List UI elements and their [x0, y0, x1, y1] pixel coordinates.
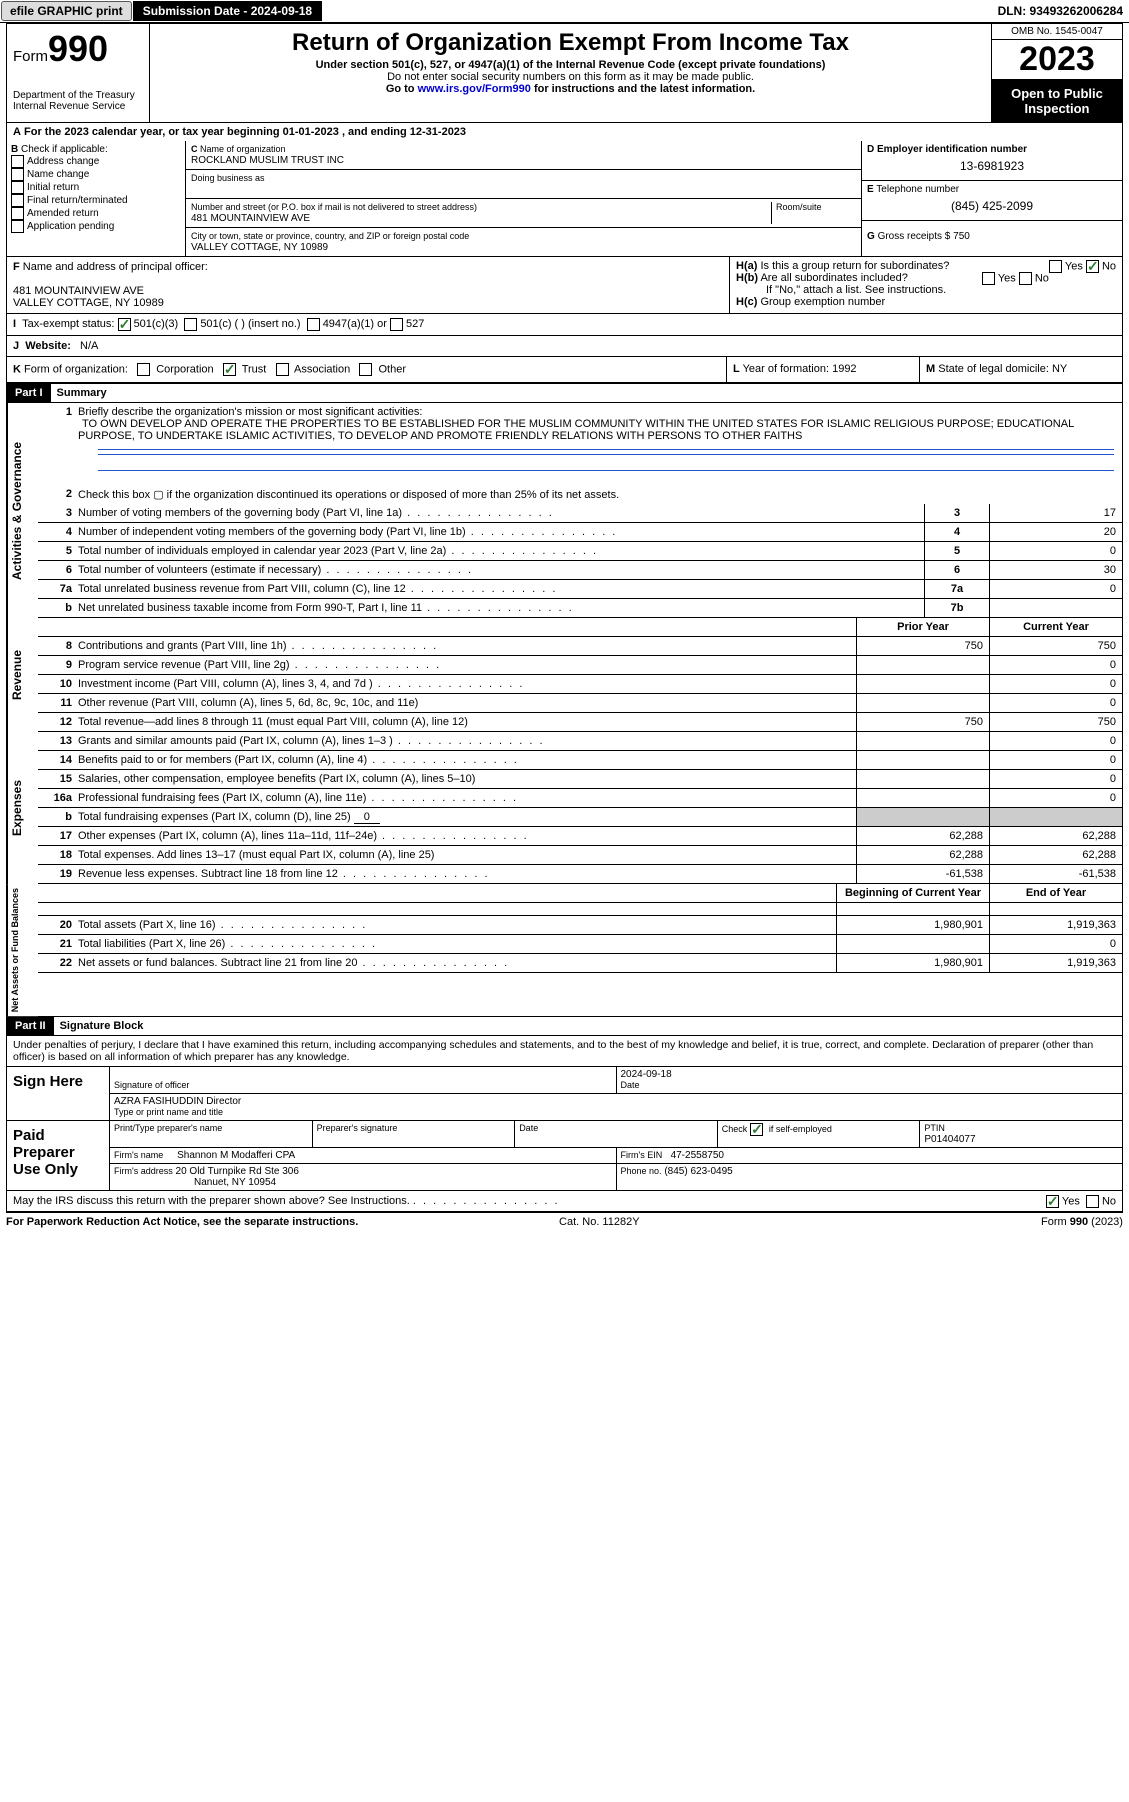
phone: (845) 425-2099	[867, 195, 1117, 217]
col-B: B Check if applicable: Address change Na…	[7, 141, 186, 256]
org-name: ROCKLAND MUSLIM TRUST INC	[191, 155, 344, 166]
part-2: Part II	[7, 1017, 54, 1035]
vlabel-gov: Activities & Governance	[7, 403, 38, 618]
vlabel-na: Net Assets or Fund Balances	[7, 884, 38, 1016]
dln: DLN: 93493262006284	[992, 2, 1129, 20]
irs-link[interactable]: www.irs.gov/Form990	[418, 83, 531, 95]
org-city: VALLEY COTTAGE, NY 10989	[191, 242, 328, 253]
officer-name: AZRA FASIHUDDIN Director	[114, 1096, 241, 1107]
dept-treasury: Department of the Treasury Internal Reve…	[13, 90, 143, 112]
vlabel-exp: Expenses	[7, 732, 38, 884]
omb: OMB No. 1545-0047	[992, 24, 1122, 40]
paid-preparer: Paid Preparer Use Only	[7, 1121, 110, 1190]
form-990: 990	[48, 28, 108, 69]
mission-text: TO OWN DEVELOP AND OPERATE THE PROPERTIE…	[78, 416, 1074, 444]
submission-date: Submission Date - 2024-09-18	[133, 1, 322, 21]
form-word: Form	[13, 48, 48, 65]
website: N/A	[80, 340, 98, 352]
form-title: Return of Organization Exempt From Incom…	[153, 29, 988, 57]
efile-btn[interactable]: efile GRAPHIC print	[1, 1, 132, 21]
gross-receipts: 750	[953, 231, 970, 242]
org-addr: 481 MOUNTAINVIEW AVE	[191, 213, 310, 224]
top-bar: efile GRAPHIC print Submission Date - 20…	[0, 0, 1129, 23]
form-header: Form990 Department of the Treasury Inter…	[7, 24, 1122, 123]
open-inspection: Open to Public Inspection	[992, 80, 1122, 122]
perjury-decl: Under penalties of perjury, I declare th…	[7, 1036, 1122, 1067]
part-1: Part I	[7, 384, 51, 402]
tax-year: 2023	[992, 40, 1122, 80]
line-A: A For the 2023 calendar year, or tax yea…	[7, 123, 1122, 141]
sign-here: Sign Here	[7, 1067, 110, 1120]
ein: 13-6981923	[867, 155, 1117, 177]
sub1: Under section 501(c), 527, or 4947(a)(1)…	[153, 59, 988, 71]
sub2: Do not enter social security numbers on …	[153, 71, 988, 83]
vlabel-rev: Revenue	[7, 618, 38, 732]
footer: For Paperwork Reduction Act Notice, see …	[0, 1213, 1129, 1231]
